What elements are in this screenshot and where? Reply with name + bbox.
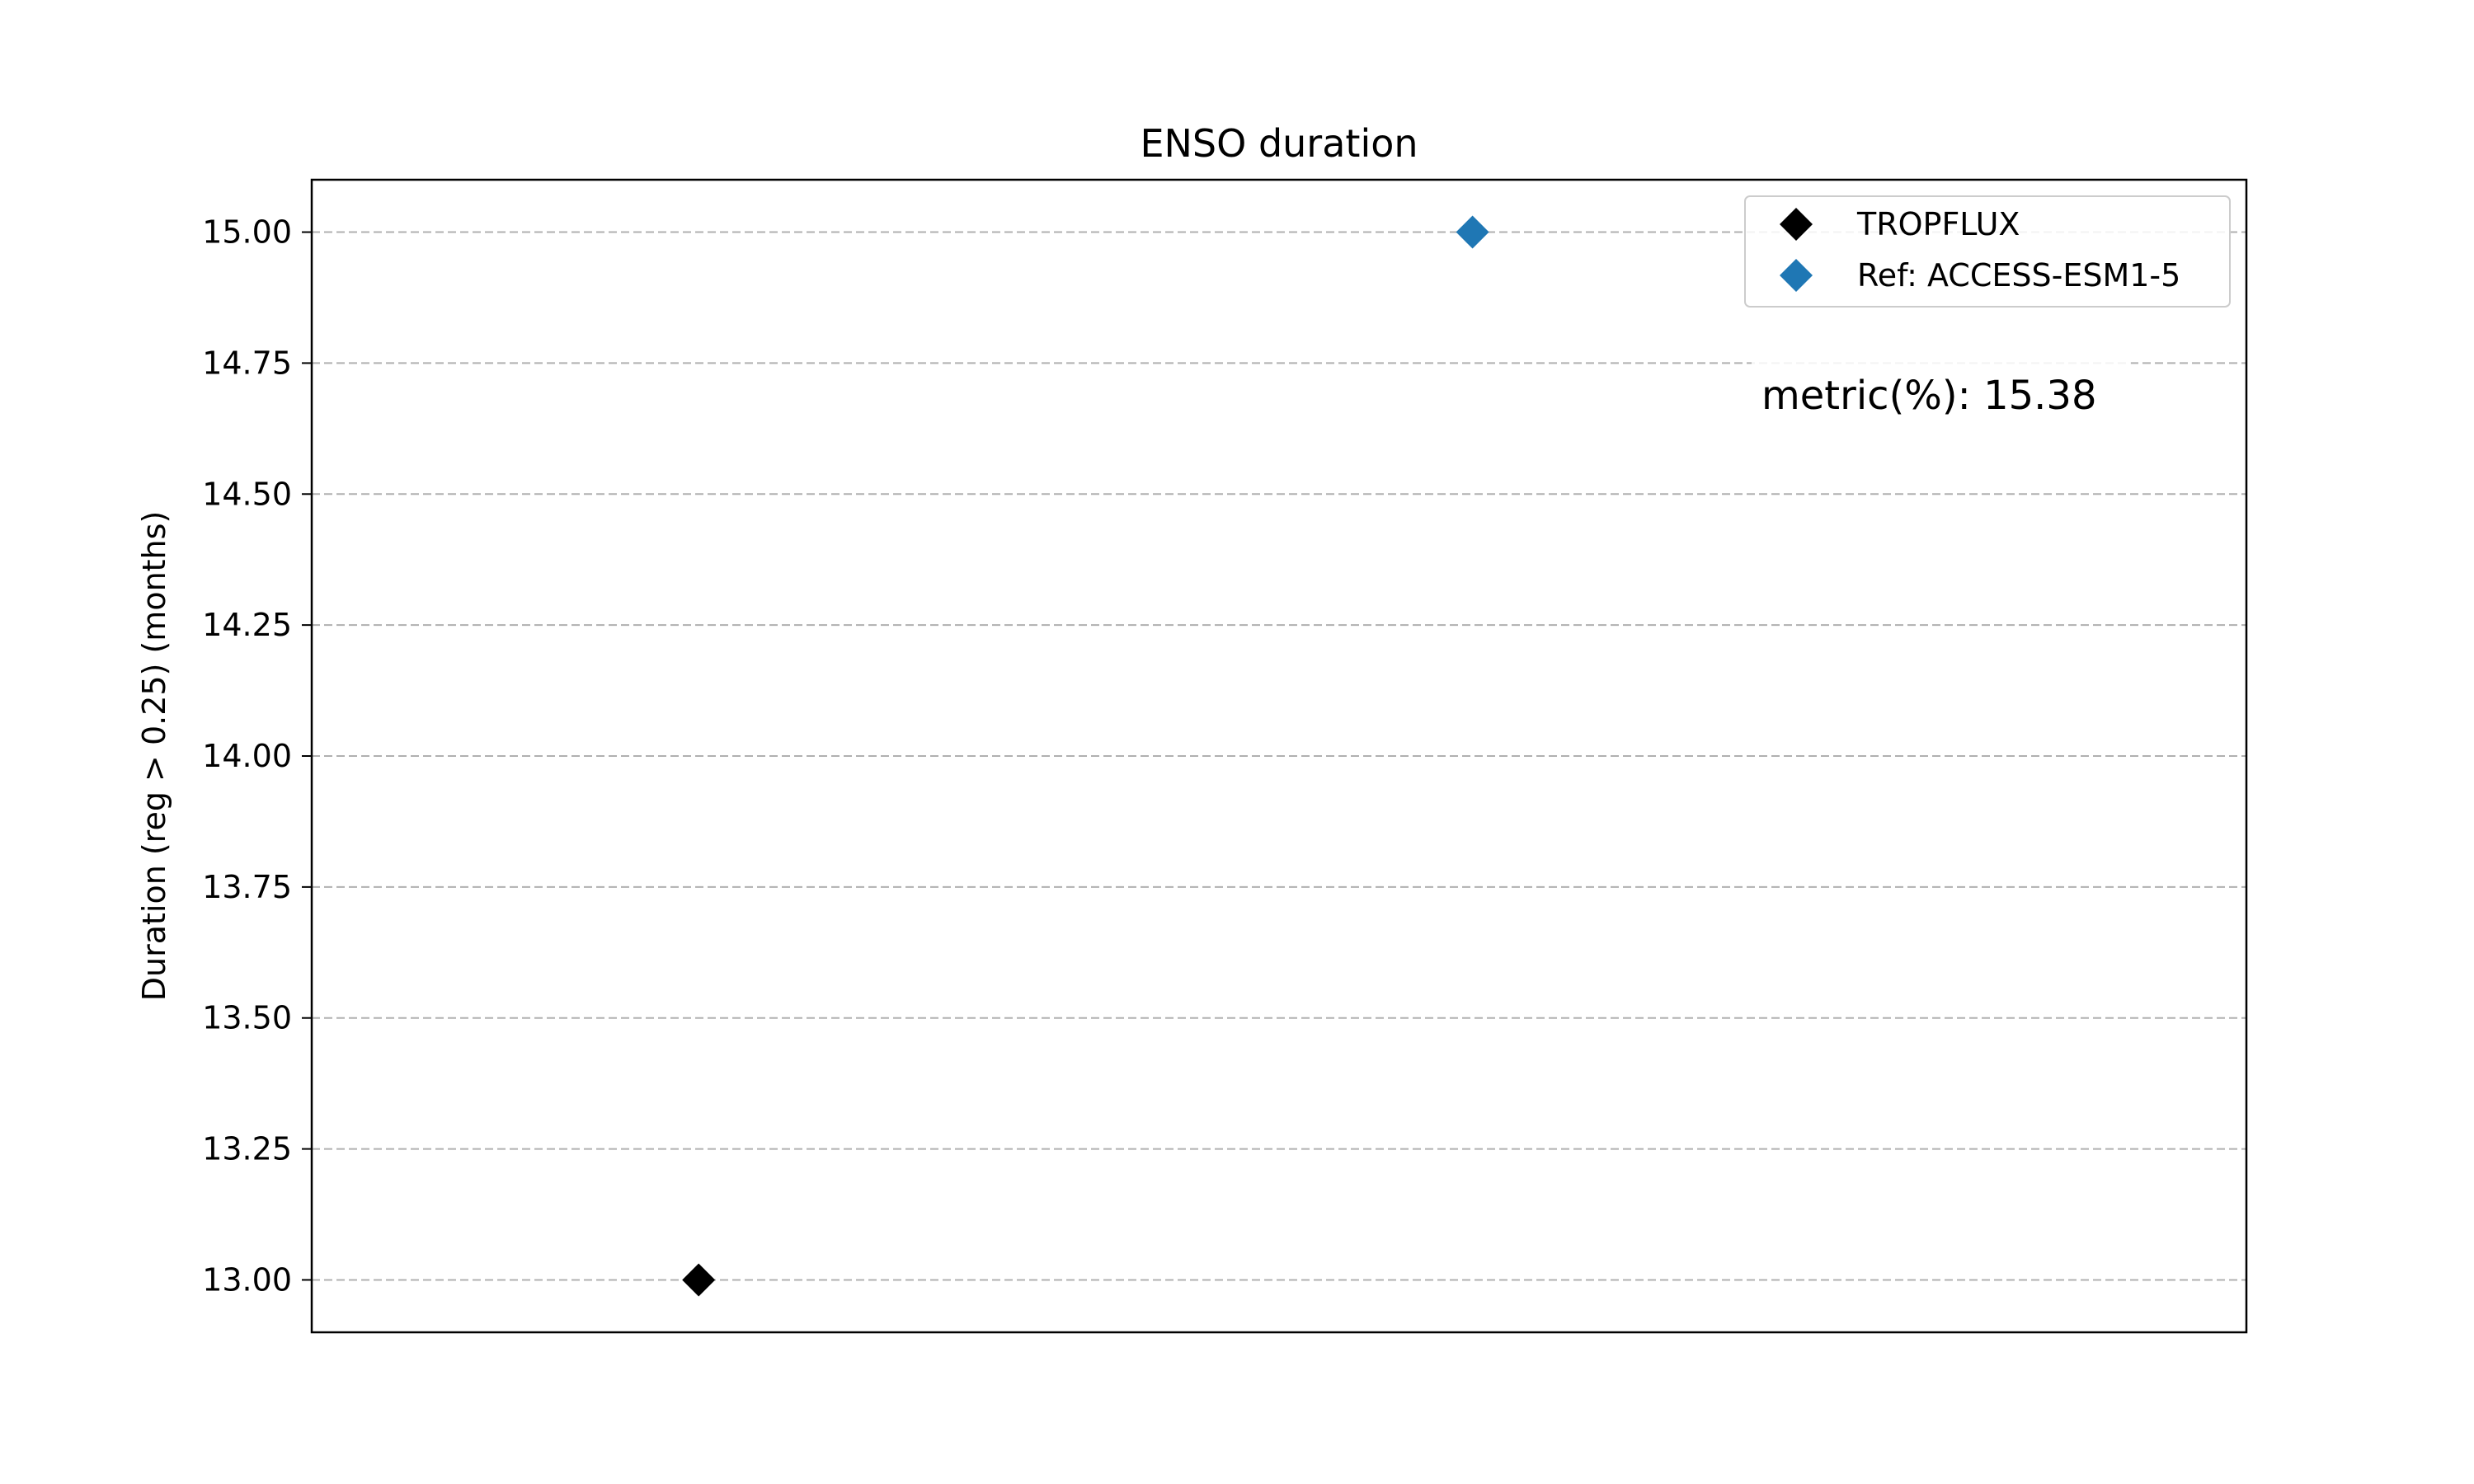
legend-label: Ref: ACCESS-ESM1-5: [1857, 257, 2180, 294]
y-tick-label: 14.50: [202, 476, 292, 512]
annotation-box: [1752, 358, 2131, 425]
legend: TROPFLUX Ref: ACCESS-ESM1-5: [1744, 195, 2231, 308]
chart-title: ENSO duration: [1140, 121, 1418, 166]
legend-label: TROPFLUX: [1856, 206, 2020, 242]
y-tick-label: 13.25: [202, 1131, 292, 1167]
legend-marker: [1780, 259, 1813, 292]
y-tick-label: 15.00: [202, 214, 292, 251]
data-point: [682, 1263, 716, 1297]
y-tick-label: 14.00: [202, 738, 292, 774]
legend-marker: [1780, 208, 1813, 241]
y-tick-label: 14.75: [202, 345, 292, 381]
y-tick-label: 13.75: [202, 869, 292, 905]
grid-lines: [312, 231, 2246, 1281]
y-axis-ticks: 13.00 13.25 13.50 13.75 14.00 14.25 14.50 14.75…: [202, 214, 312, 1298]
y-tick-label: 13.50: [202, 1000, 292, 1036]
y-tick-label: 14.25: [202, 607, 292, 643]
y-axis-label: Duration (reg > 0.25) (months): [136, 511, 172, 1002]
data-point: [1456, 215, 1489, 249]
metric-annotation: metric(%): 15.38: [1761, 373, 2096, 419]
legend-box: [1744, 195, 2231, 308]
plot-frame: [310, 178, 2248, 1334]
data-points: [682, 215, 1489, 1297]
y-tick-label: 13.00: [202, 1261, 292, 1298]
